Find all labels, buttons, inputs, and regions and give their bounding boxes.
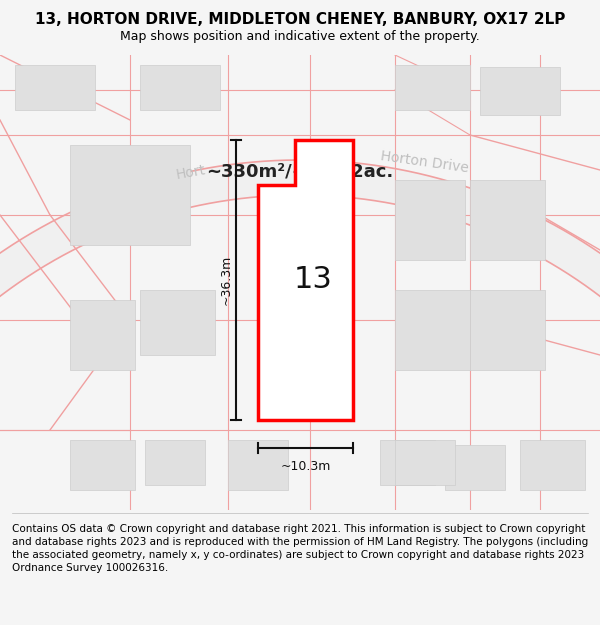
FancyBboxPatch shape [70, 300, 135, 370]
FancyBboxPatch shape [395, 290, 470, 370]
FancyBboxPatch shape [445, 445, 505, 490]
Text: Contains OS data © Crown copyright and database right 2021. This information is : Contains OS data © Crown copyright and d… [12, 524, 588, 573]
FancyBboxPatch shape [395, 180, 465, 260]
FancyBboxPatch shape [470, 290, 545, 370]
Text: ~10.3m: ~10.3m [280, 460, 331, 473]
FancyBboxPatch shape [140, 65, 220, 110]
Polygon shape [0, 160, 600, 625]
FancyBboxPatch shape [140, 290, 215, 355]
FancyBboxPatch shape [395, 440, 455, 485]
Text: 13: 13 [294, 266, 333, 294]
Text: Map shows position and indicative extent of the property.: Map shows position and indicative extent… [120, 30, 480, 43]
Text: Horton Drive: Horton Drive [380, 149, 470, 175]
FancyBboxPatch shape [70, 440, 135, 490]
FancyBboxPatch shape [520, 440, 585, 490]
Text: ~36.3m: ~36.3m [220, 255, 233, 305]
Text: Hort: Hort [175, 162, 207, 181]
Text: ~330m²/~0.082ac.: ~330m²/~0.082ac. [206, 163, 394, 181]
Text: 13, HORTON DRIVE, MIDDLETON CHENEY, BANBURY, OX17 2LP: 13, HORTON DRIVE, MIDDLETON CHENEY, BANB… [35, 12, 565, 27]
FancyBboxPatch shape [15, 65, 95, 110]
FancyBboxPatch shape [70, 145, 190, 245]
FancyBboxPatch shape [395, 65, 470, 110]
FancyBboxPatch shape [480, 67, 560, 115]
Polygon shape [258, 140, 353, 420]
FancyBboxPatch shape [380, 440, 435, 485]
FancyBboxPatch shape [145, 440, 205, 485]
FancyBboxPatch shape [228, 440, 288, 490]
FancyBboxPatch shape [470, 180, 545, 260]
